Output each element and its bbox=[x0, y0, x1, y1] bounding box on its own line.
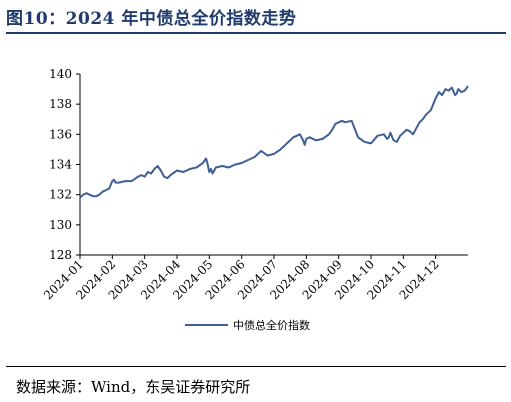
y-tick-label: 136 bbox=[49, 127, 72, 141]
y-tick-label: 132 bbox=[49, 188, 72, 202]
y-axis-ticks: 128 130 132 134 136 138 140 bbox=[49, 67, 80, 262]
x-axis-ticks: 2024-012024-022024-032024-042024-052024-… bbox=[41, 255, 442, 302]
legend: 中债总全价指数 bbox=[185, 318, 310, 332]
series-group bbox=[79, 85, 469, 199]
y-tick-label: 140 bbox=[49, 67, 72, 81]
title-divider bbox=[6, 32, 506, 34]
series-line bbox=[79, 85, 469, 199]
y-tick-label: 134 bbox=[49, 158, 72, 172]
y-tick-label: 130 bbox=[49, 218, 72, 232]
y-tick-label: 138 bbox=[49, 97, 72, 111]
source-divider bbox=[6, 366, 506, 367]
figure-title: 图10：2024 年中债总全价指数走势 bbox=[6, 9, 297, 29]
source-note: 数据来源：Wind，东吴证券研究所 bbox=[16, 378, 251, 396]
y-tick-label: 128 bbox=[49, 248, 72, 262]
legend-label: 中债总全价指数 bbox=[233, 318, 310, 332]
